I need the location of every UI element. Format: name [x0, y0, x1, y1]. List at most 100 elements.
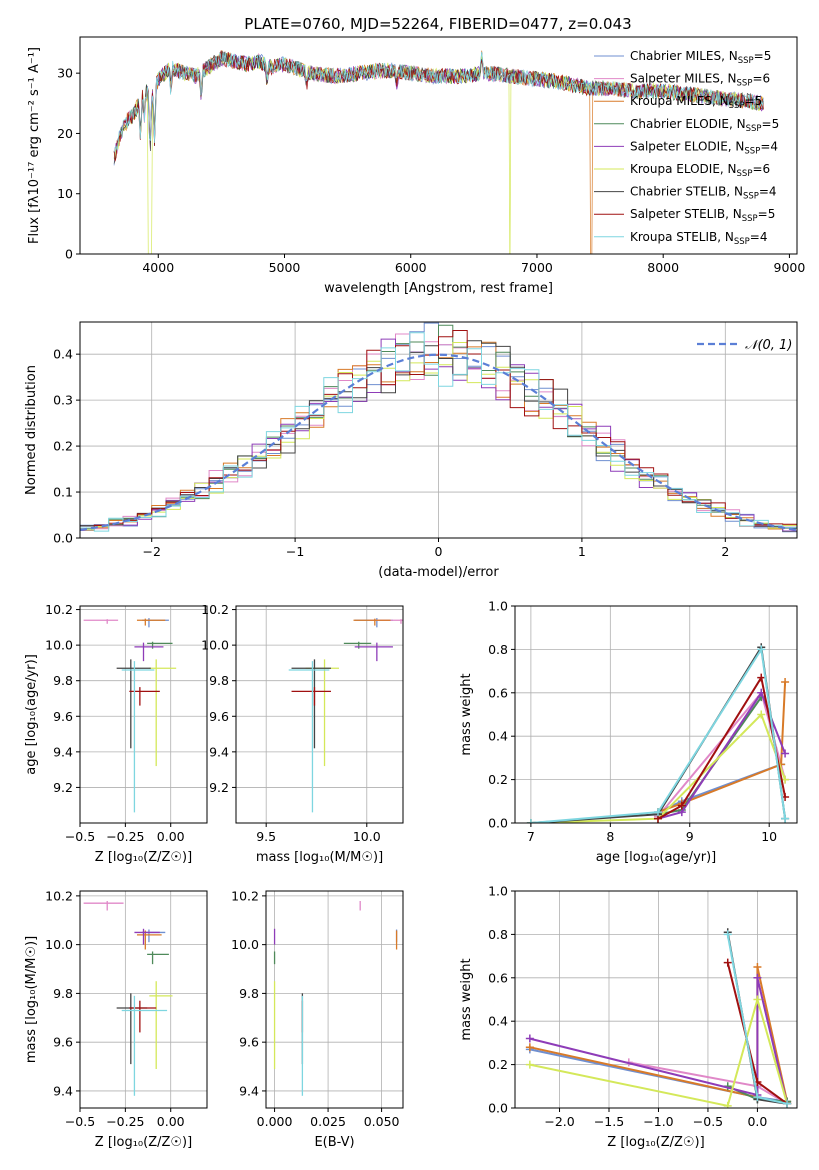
plot-area [113, 50, 764, 254]
x-tick-label: 0.00 [157, 829, 185, 844]
y-tick-label: 0.0 [488, 1101, 508, 1116]
weight-series-salpeter-elodie [653, 688, 790, 823]
plot-area [525, 928, 792, 1108]
error-bar-salpeter-miles [83, 900, 124, 911]
y-axis-label: Flux [fλ10⁻¹⁷ erg cm⁻² s⁻¹ A⁻¹] [27, 47, 42, 244]
x-tick-label: 5000 [269, 260, 301, 275]
x-axis-label: E(B-V) [314, 1135, 354, 1150]
weight-line [657, 690, 787, 820]
y-tick-label: 10.2 [201, 602, 229, 617]
error-bar-salpeter-elodie [134, 642, 164, 662]
x-tick-label: 10.0 [353, 829, 381, 844]
weight-line [657, 674, 787, 820]
error-bar-chabrier-stelib [116, 659, 151, 749]
x-axis-label: age [log₁₀(age/yr)] [596, 850, 717, 865]
x-tick-label: 8 [606, 829, 614, 844]
legend-label: Chabrier STELIB, NSSP=4 [630, 185, 777, 202]
weight-series-chabrier-stelib [526, 643, 790, 823]
weight-marker [781, 814, 790, 823]
normal-curve [80, 353, 797, 531]
x-tick-label: 0.00 [157, 1114, 185, 1129]
weight-marker [781, 749, 790, 758]
residual-histogram: −2 −1 0 1 2 0.0 0.1 0.2 0.3 0.4 (data-model)/error… [24, 321, 798, 580]
mass-vs-metallicity: −0.5 −0.25 0.00 9.4 9.6 9.8 10.0 10.2 Z [log₁₀(Z… [24, 888, 208, 1150]
y-axis-label: mass weight [459, 958, 474, 1040]
weight-marker [757, 710, 766, 719]
y-tick-label: 9.6 [239, 1035, 259, 1050]
plot-area [526, 643, 790, 823]
error-bar-salpeter-elodie [354, 642, 393, 662]
error-bar-kroupa-elodie [305, 659, 340, 767]
y-tick-label: 10.0 [201, 638, 229, 653]
y-tick-label: 0 [65, 247, 73, 262]
y-tick-label: 0.4 [488, 1014, 508, 1029]
plots: 4000 5000 6000 7000 8000 90000102030wavelengt… [24, 36, 805, 1150]
plot-area [80, 322, 797, 533]
x-tick-label: −0.5 [693, 1114, 723, 1129]
weight-marker [781, 677, 790, 686]
plot-area [288, 618, 403, 813]
error-bar-kroupa-miles [136, 618, 166, 626]
x-tick-label: −1.5 [594, 1114, 624, 1129]
weight-marker [723, 958, 732, 967]
plot-area [83, 618, 177, 813]
legend-label: Chabrier MILES, NSSP=5 [630, 49, 771, 66]
error-bar-chabrier-elodie [147, 951, 169, 965]
y-tick-label: 1.0 [488, 599, 508, 614]
error-bar-kroupa-miles [136, 930, 162, 950]
axes-frame [79, 605, 208, 824]
weight-marker [783, 1099, 792, 1108]
x-tick-label: 0.050 [364, 1114, 400, 1129]
x-tick-label: 0.000 [257, 1114, 293, 1129]
histogram-step-salpeter-stelib [80, 330, 797, 528]
figure-title: PLATE=0760, MJD=52264, FIBERID=0477, z=0… [244, 15, 631, 33]
y-tick-label: 9.2 [209, 780, 229, 795]
y-axis-label: Normed distribution [24, 365, 39, 495]
age-vs-metallicity: −0.5 −0.25 0.00 9.2 9.4 9.6 9.8 10.0 10.2 Z [log₁… [24, 602, 208, 865]
x-tick-label: 9 [686, 829, 694, 844]
legend-label: Kroupa ELODIE, NSSP=6 [630, 162, 770, 179]
y-tick-label: 9.4 [239, 1083, 259, 1098]
weight-marker [525, 1043, 534, 1052]
y-tick-label: 9.8 [53, 673, 73, 688]
weight-marker [753, 1093, 762, 1102]
weight-line [530, 646, 787, 823]
x-tick-label: 0.0 [747, 1114, 767, 1129]
error-bar-kroupa-miles [353, 618, 391, 626]
y-tick-label: 0.4 [53, 347, 73, 362]
y-tick-label: 0.2 [488, 1057, 508, 1072]
plot-area [83, 900, 173, 1096]
x-tick-label: 0 [435, 544, 443, 559]
y-tick-label: 1.0 [488, 884, 508, 899]
y-tick-label: 10.0 [231, 937, 259, 952]
weight-marker [753, 995, 762, 1004]
y-tick-label: 10.2 [231, 888, 259, 903]
mass-weight-vs-age: 7 8 9 10 0.0 0.2 0.4 0.6 0.8 1.0 age [log₁₀(age/yr… [459, 599, 798, 865]
legend-label: Salpeter STELIB, NSSP=5 [630, 207, 775, 224]
x-axis-label: Z [log₁₀(Z/Z☉)] [95, 850, 192, 865]
weight-marker [526, 819, 535, 823]
x-tick-label: 0.025 [310, 1114, 346, 1129]
age-vs-mass: 9.5 10.0 9.2 9.4 9.6 9.8 10.0 10.2 mass [log₁₀(M… [201, 602, 404, 865]
spectrum-legend: Chabrier MILES, NSSP=5 Salpeter MILES, NS… [594, 49, 779, 247]
error-bar-chabrier-miles [142, 618, 169, 628]
weight-marker [753, 962, 762, 971]
weight-marker [723, 1101, 732, 1108]
y-tick-label: 10.2 [45, 888, 73, 903]
weight-marker [677, 801, 686, 810]
y-tick-label: 9.6 [209, 709, 229, 724]
y-axis-label: age [log₁₀(age/yr)] [24, 654, 39, 775]
y-tick-label: 0.8 [488, 642, 508, 657]
x-axis-label: Z [log₁₀(Z/Z☉)] [607, 1135, 704, 1150]
y-tick-label: 10 [57, 186, 73, 201]
histogram-step-kroupa-stelib [80, 332, 797, 532]
x-axis-label: Z [log₁₀(Z/Z☉)] [95, 1135, 192, 1150]
x-axis-label: (data-model)/error [378, 565, 499, 580]
y-tick-label: 10.0 [45, 638, 73, 653]
y-axis-label: mass [log₁₀(M/M☉)] [24, 936, 39, 1063]
axes-frame [514, 890, 798, 1109]
y-axis-label: mass weight [459, 673, 474, 755]
x-tick-label: 1 [578, 544, 586, 559]
x-tick-label: −0.5 [65, 829, 95, 844]
y-tick-label: 10.2 [45, 602, 73, 617]
